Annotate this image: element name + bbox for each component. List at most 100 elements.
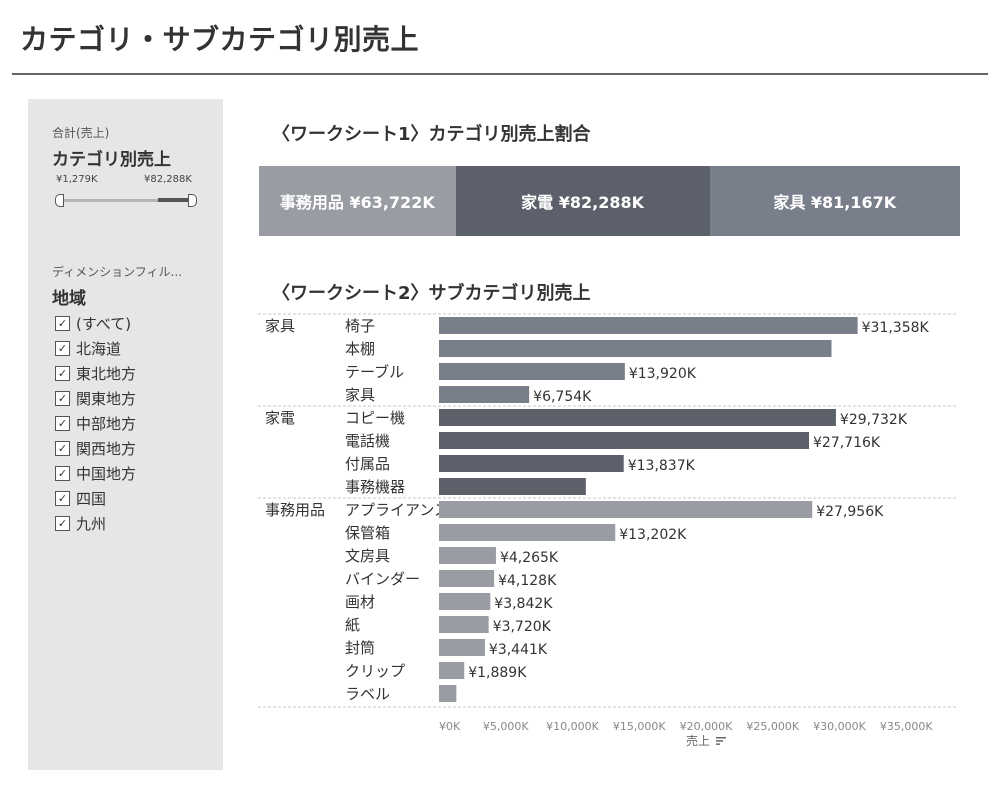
bar-value-label: ¥13,920K	[629, 366, 697, 382]
title-divider	[12, 73, 988, 75]
subcategory-label: 本棚	[345, 340, 375, 358]
checkbox[interactable]: ✓	[55, 366, 70, 381]
subcategory-bar[interactable]	[439, 616, 489, 633]
subcategory-bar[interactable]	[439, 340, 832, 357]
range-slider-fill	[158, 198, 191, 202]
range-max-label: ¥82,288K	[144, 174, 192, 185]
subcategory-label: アプライアンス	[345, 501, 449, 519]
x-tick-label: ¥5,000K	[483, 720, 529, 733]
subcategory-bar[interactable]	[439, 455, 624, 472]
subcategory-bar[interactable]	[439, 501, 813, 518]
subcategory-bar[interactable]	[439, 432, 810, 449]
subcategory-label: クリップ	[345, 662, 405, 680]
subcategory-label: ラベル	[345, 685, 390, 703]
region-filter-label: 中国地方	[76, 465, 137, 483]
subcategory-bar[interactable]	[439, 478, 586, 495]
subcategory-label: 保管箱	[345, 524, 390, 542]
region-filter-item[interactable]: ✓ 関東地方	[55, 386, 136, 411]
region-filter-item[interactable]: ✓ (すべて)	[55, 311, 136, 336]
bar-value-label: ¥13,202K	[619, 527, 687, 543]
bar-value-label: ¥4,128K	[498, 573, 557, 589]
x-tick-label: ¥10,000K	[546, 720, 599, 733]
subcategory-label: 文房具	[345, 547, 390, 565]
subcategory-bar[interactable]	[439, 662, 465, 679]
subcategory-bar[interactable]	[439, 317, 858, 334]
subcategory-bar[interactable]	[439, 685, 457, 702]
subcategory-label: 家具	[345, 386, 375, 404]
x-tick-label: ¥35,000K	[880, 720, 933, 733]
bar-value-label: ¥29,732K	[840, 412, 908, 428]
subcategory-bar[interactable]	[439, 524, 616, 541]
bar-value-label: ¥1,889K	[468, 665, 527, 681]
subcategory-label: 紙	[345, 616, 360, 634]
region-filter-label: (すべて)	[76, 315, 132, 333]
checkbox[interactable]: ✓	[55, 516, 70, 531]
region-filter-label: 関西地方	[76, 440, 137, 458]
share-segment[interactable]: 家具 ¥81,167K	[709, 166, 960, 236]
bar-value-label: ¥27,716K	[813, 435, 881, 451]
region-filter-item[interactable]: ✓ 四国	[55, 486, 136, 511]
x-tick-label: ¥20,000K	[680, 720, 733, 733]
region-filter-item[interactable]: ✓ 関西地方	[55, 436, 136, 461]
dashboard-title: カテゴリ・サブカテゴリ別売上	[20, 23, 420, 56]
subcategory-bar[interactable]	[439, 386, 530, 403]
bar-value-label: ¥31,358K	[862, 320, 930, 336]
bar-value-label: ¥3,842K	[494, 596, 553, 612]
subcategory-label: コピー機	[345, 409, 405, 427]
checkbox[interactable]: ✓	[55, 391, 70, 406]
region-filter-label: 四国	[76, 490, 107, 508]
subcategory-label: テーブル	[345, 363, 404, 381]
range-slider-max-handle[interactable]	[188, 194, 197, 207]
x-tick-label: ¥15,000K	[613, 720, 666, 733]
checkbox[interactable]: ✓	[55, 441, 70, 456]
x-tick-label: ¥25,000K	[746, 720, 799, 733]
bar-value-label: ¥3,441K	[489, 642, 548, 658]
checkbox[interactable]: ✓	[55, 466, 70, 481]
subcategory-label: 封筒	[345, 639, 375, 657]
subcategory-bar[interactable]	[439, 409, 836, 426]
subcategory-bar[interactable]	[439, 363, 625, 380]
region-filter-title: 地域	[52, 289, 86, 309]
category-label: 家電	[265, 409, 295, 427]
region-filter-label: 関東地方	[76, 390, 137, 408]
x-axis-title[interactable]: 売上	[686, 732, 727, 749]
checkbox[interactable]: ✓	[55, 316, 70, 331]
region-filter-list: ✓ (すべて) ✓ 北海道 ✓ 東北地方 ✓ 関東地方 ✓ 中部地方 ✓ 関西地方 ✓ 中国地方 ✓ 四国 ✓ 九…	[55, 311, 136, 536]
range-slider-min-handle[interactable]	[55, 194, 64, 207]
subcategory-label: 付属品	[345, 455, 390, 473]
sort-icon[interactable]	[716, 736, 727, 746]
checkbox[interactable]: ✓	[55, 416, 70, 431]
region-filter-label: 東北地方	[76, 365, 137, 383]
parameter-small-label: 合計(売上)	[52, 126, 110, 140]
checkbox[interactable]: ✓	[55, 491, 70, 506]
subcategory-label: 電話機	[345, 432, 390, 450]
region-filter-label: 九州	[76, 515, 107, 533]
region-filter-item[interactable]: ✓ 北海道	[55, 336, 136, 361]
region-filter-item[interactable]: ✓ 九州	[55, 511, 136, 536]
category-label: 事務用品	[265, 501, 325, 519]
subcategory-label: 事務機器	[345, 478, 405, 496]
region-filter-item[interactable]: ✓ 中部地方	[55, 411, 136, 436]
bar-value-label: ¥3,720K	[493, 619, 552, 635]
share-segment[interactable]: 家電 ¥82,288K	[455, 166, 710, 236]
parameter-title: カテゴリ別売上	[52, 150, 171, 170]
region-filter-label: 中部地方	[76, 415, 137, 433]
x-tick-label: ¥0K	[439, 720, 461, 733]
region-filter-label: 北海道	[76, 340, 122, 358]
share-segment[interactable]: 事務用品 ¥63,722K	[259, 166, 456, 236]
share-segment-label: 事務用品 ¥63,722K	[279, 193, 435, 212]
bar-value-label: ¥27,956K	[816, 504, 884, 520]
subcategory-label: 椅子	[345, 317, 375, 335]
range-slider-track[interactable]	[58, 199, 192, 202]
subcategory-bar[interactable]	[439, 593, 491, 610]
region-filter-item[interactable]: ✓ 中国地方	[55, 461, 136, 486]
checkbox[interactable]: ✓	[55, 341, 70, 356]
dimension-filter-label: ディメンションフィル...	[52, 265, 183, 279]
subcategory-bar[interactable]	[439, 547, 496, 564]
subcategory-bar[interactable]	[439, 639, 485, 656]
share-segment-label: 家電 ¥82,288K	[521, 193, 644, 212]
filter-sidebar: 合計(売上) カテゴリ別売上 ¥1,279K ¥82,288K ディメンションフ…	[28, 99, 223, 770]
subcategory-bar[interactable]	[439, 570, 495, 587]
region-filter-item[interactable]: ✓ 東北地方	[55, 361, 136, 386]
